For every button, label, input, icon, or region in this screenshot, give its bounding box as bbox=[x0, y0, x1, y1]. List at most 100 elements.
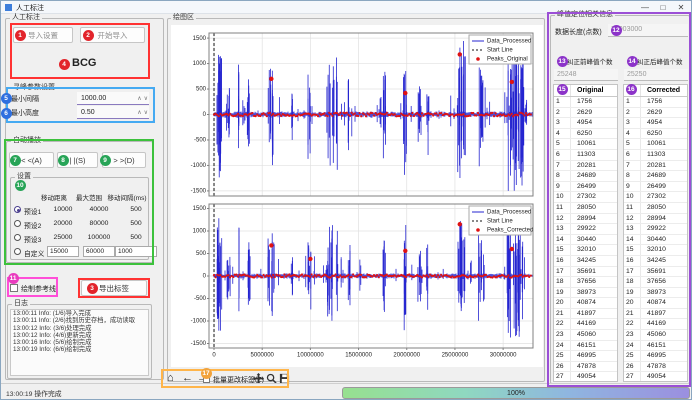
table-row[interactable]: 611303 bbox=[554, 150, 617, 161]
preset-radio[interactable] bbox=[14, 206, 21, 213]
preset-value: 500 bbox=[115, 206, 157, 213]
annotation-number-circle: 16 bbox=[626, 84, 637, 95]
table-row[interactable]: 1228994 bbox=[554, 214, 617, 225]
signal-charts-canvas[interactable] bbox=[171, 25, 543, 367]
corrected-peaks-table[interactable]: Corrected1175622629349544625051006161130… bbox=[623, 84, 688, 382]
table-row[interactable]: 2345060 bbox=[624, 330, 687, 341]
annotation-number-circle: 17 bbox=[201, 368, 212, 379]
peaks-before-value: 25248 bbox=[554, 69, 618, 81]
table-row[interactable]: 2749054 bbox=[624, 372, 687, 382]
app-window: 人工标注 — □ ✕ 人工标注 寻峰参数设置 自动播放 设置 日志 绘图区 峰值… bbox=[0, 0, 692, 400]
minimize-button[interactable]: — bbox=[637, 2, 653, 13]
table-row[interactable]: 2647878 bbox=[624, 362, 687, 373]
table-row[interactable]: 510061 bbox=[554, 139, 617, 150]
annotation-number-circle: 4 bbox=[59, 59, 70, 70]
table-row[interactable]: 2040874 bbox=[554, 298, 617, 309]
annotation-number-circle: 9 bbox=[100, 155, 111, 166]
table-row[interactable]: 46250 bbox=[554, 129, 617, 140]
preset-custom-input[interactable] bbox=[83, 246, 115, 257]
table-row[interactable]: 2040874 bbox=[624, 298, 687, 309]
table-row[interactable]: 2244169 bbox=[554, 319, 617, 330]
table-row[interactable]: 2446151 bbox=[554, 341, 617, 352]
table-row[interactable]: 824689 bbox=[554, 171, 617, 182]
preset-custom-input[interactable] bbox=[115, 246, 157, 257]
preset-radio[interactable] bbox=[14, 248, 21, 255]
maximize-button[interactable]: □ bbox=[655, 2, 671, 13]
annotation-number-circle: 13 bbox=[557, 56, 568, 67]
table-row[interactable]: 1027302 bbox=[624, 192, 687, 203]
min-height-value: 0.50 bbox=[77, 109, 136, 116]
table-row[interactable]: 11756 bbox=[554, 97, 617, 108]
table-row[interactable]: 1532010 bbox=[554, 245, 617, 256]
table-row[interactable]: 11756 bbox=[624, 97, 687, 108]
autoplay-group-title: 自动播放 bbox=[11, 137, 43, 145]
log-output[interactable]: 13:00:11 Info: (1/6)导入完成13:00:11 Info: (… bbox=[10, 309, 149, 376]
preset-value: 40000 bbox=[83, 206, 115, 213]
preset-radio[interactable] bbox=[14, 234, 21, 241]
table-row[interactable]: 34954 bbox=[554, 118, 617, 129]
table-row[interactable]: 510061 bbox=[624, 139, 687, 150]
spin-down-icon[interactable]: ∨ bbox=[143, 95, 149, 102]
table-row[interactable]: 1837656 bbox=[554, 277, 617, 288]
table-row[interactable]: 1128050 bbox=[624, 203, 687, 214]
min-interval-label: 最小间隔 bbox=[11, 94, 39, 104]
refline-checkbox[interactable] bbox=[10, 284, 18, 292]
table-row[interactable]: 720281 bbox=[624, 161, 687, 172]
min-height-spinner[interactable]: 0.50 ∧ ∨ bbox=[77, 106, 149, 119]
table-row[interactable]: 2345060 bbox=[554, 330, 617, 341]
preset-value: 100000 bbox=[83, 234, 115, 241]
annotation-number-circle: 14 bbox=[627, 56, 638, 67]
annotation-number-circle: 10 bbox=[15, 180, 26, 191]
table-row[interactable]: 1735691 bbox=[554, 267, 617, 278]
original-peaks-table[interactable]: Original11756226293495446250510061611303… bbox=[553, 84, 618, 382]
table-row[interactable]: 1329922 bbox=[624, 224, 687, 235]
min-interval-spinner[interactable]: 1000.00 ∧ ∨ bbox=[77, 92, 149, 105]
table-row[interactable]: 1634245 bbox=[554, 256, 617, 267]
table-row[interactable]: 34954 bbox=[624, 118, 687, 129]
table-row[interactable]: 2446151 bbox=[624, 341, 687, 352]
preset-value: 500 bbox=[115, 234, 157, 241]
preset-label: 预设1 bbox=[24, 206, 41, 216]
table-row[interactable]: 1532010 bbox=[624, 245, 687, 256]
peaks-after-value: 25250 bbox=[624, 69, 688, 81]
close-button[interactable]: ✕ bbox=[673, 2, 689, 13]
table-row[interactable]: 720281 bbox=[554, 161, 617, 172]
col-move-distance: 移动距离 bbox=[39, 192, 69, 202]
annotation-number-circle: 11 bbox=[8, 273, 19, 284]
annotation-number-circle: 15 bbox=[557, 84, 568, 95]
table-row[interactable]: 2647878 bbox=[554, 362, 617, 373]
table-row[interactable]: 2546995 bbox=[624, 351, 687, 362]
table-row[interactable]: 1128050 bbox=[554, 203, 617, 214]
table-row[interactable]: 824689 bbox=[624, 171, 687, 182]
table-row[interactable]: 2749054 bbox=[554, 372, 617, 382]
preset-label: 自定义 bbox=[24, 248, 44, 258]
table-row[interactable]: 1938973 bbox=[624, 288, 687, 299]
spin-down-icon[interactable]: ∨ bbox=[143, 109, 149, 116]
table-row[interactable]: 1938973 bbox=[554, 288, 617, 299]
table-row[interactable]: 1430440 bbox=[624, 235, 687, 246]
table-row[interactable]: 2141897 bbox=[624, 309, 687, 320]
table-row[interactable]: 22629 bbox=[624, 108, 687, 119]
preset-row: 预设11000040000500 bbox=[11, 204, 149, 216]
table-row[interactable]: 1430440 bbox=[554, 235, 617, 246]
table-row[interactable]: 46250 bbox=[624, 129, 687, 140]
table-row[interactable]: 1027302 bbox=[554, 192, 617, 203]
table-row[interactable]: 2244169 bbox=[624, 319, 687, 330]
table-row[interactable]: 926499 bbox=[554, 182, 617, 193]
table-row[interactable]: 1228994 bbox=[624, 214, 687, 225]
log-group-title: 日志 bbox=[12, 300, 30, 308]
table-row[interactable]: 1329922 bbox=[554, 224, 617, 235]
signal-type-label: BCG bbox=[72, 57, 96, 69]
table-row[interactable]: 611303 bbox=[624, 150, 687, 161]
preset-custom-input[interactable] bbox=[47, 246, 79, 257]
table-row[interactable]: 22629 bbox=[554, 108, 617, 119]
table-row[interactable]: 2546995 bbox=[554, 351, 617, 362]
preset-radio[interactable] bbox=[14, 220, 21, 227]
table-row[interactable]: 1837656 bbox=[624, 277, 687, 288]
preset-label: 预设3 bbox=[24, 234, 41, 244]
table-row[interactable]: 1735691 bbox=[624, 267, 687, 278]
table-row[interactable]: 926499 bbox=[624, 182, 687, 193]
preset-value: 25000 bbox=[47, 234, 79, 241]
table-row[interactable]: 1634245 bbox=[624, 256, 687, 267]
table-row[interactable]: 2141897 bbox=[554, 309, 617, 320]
